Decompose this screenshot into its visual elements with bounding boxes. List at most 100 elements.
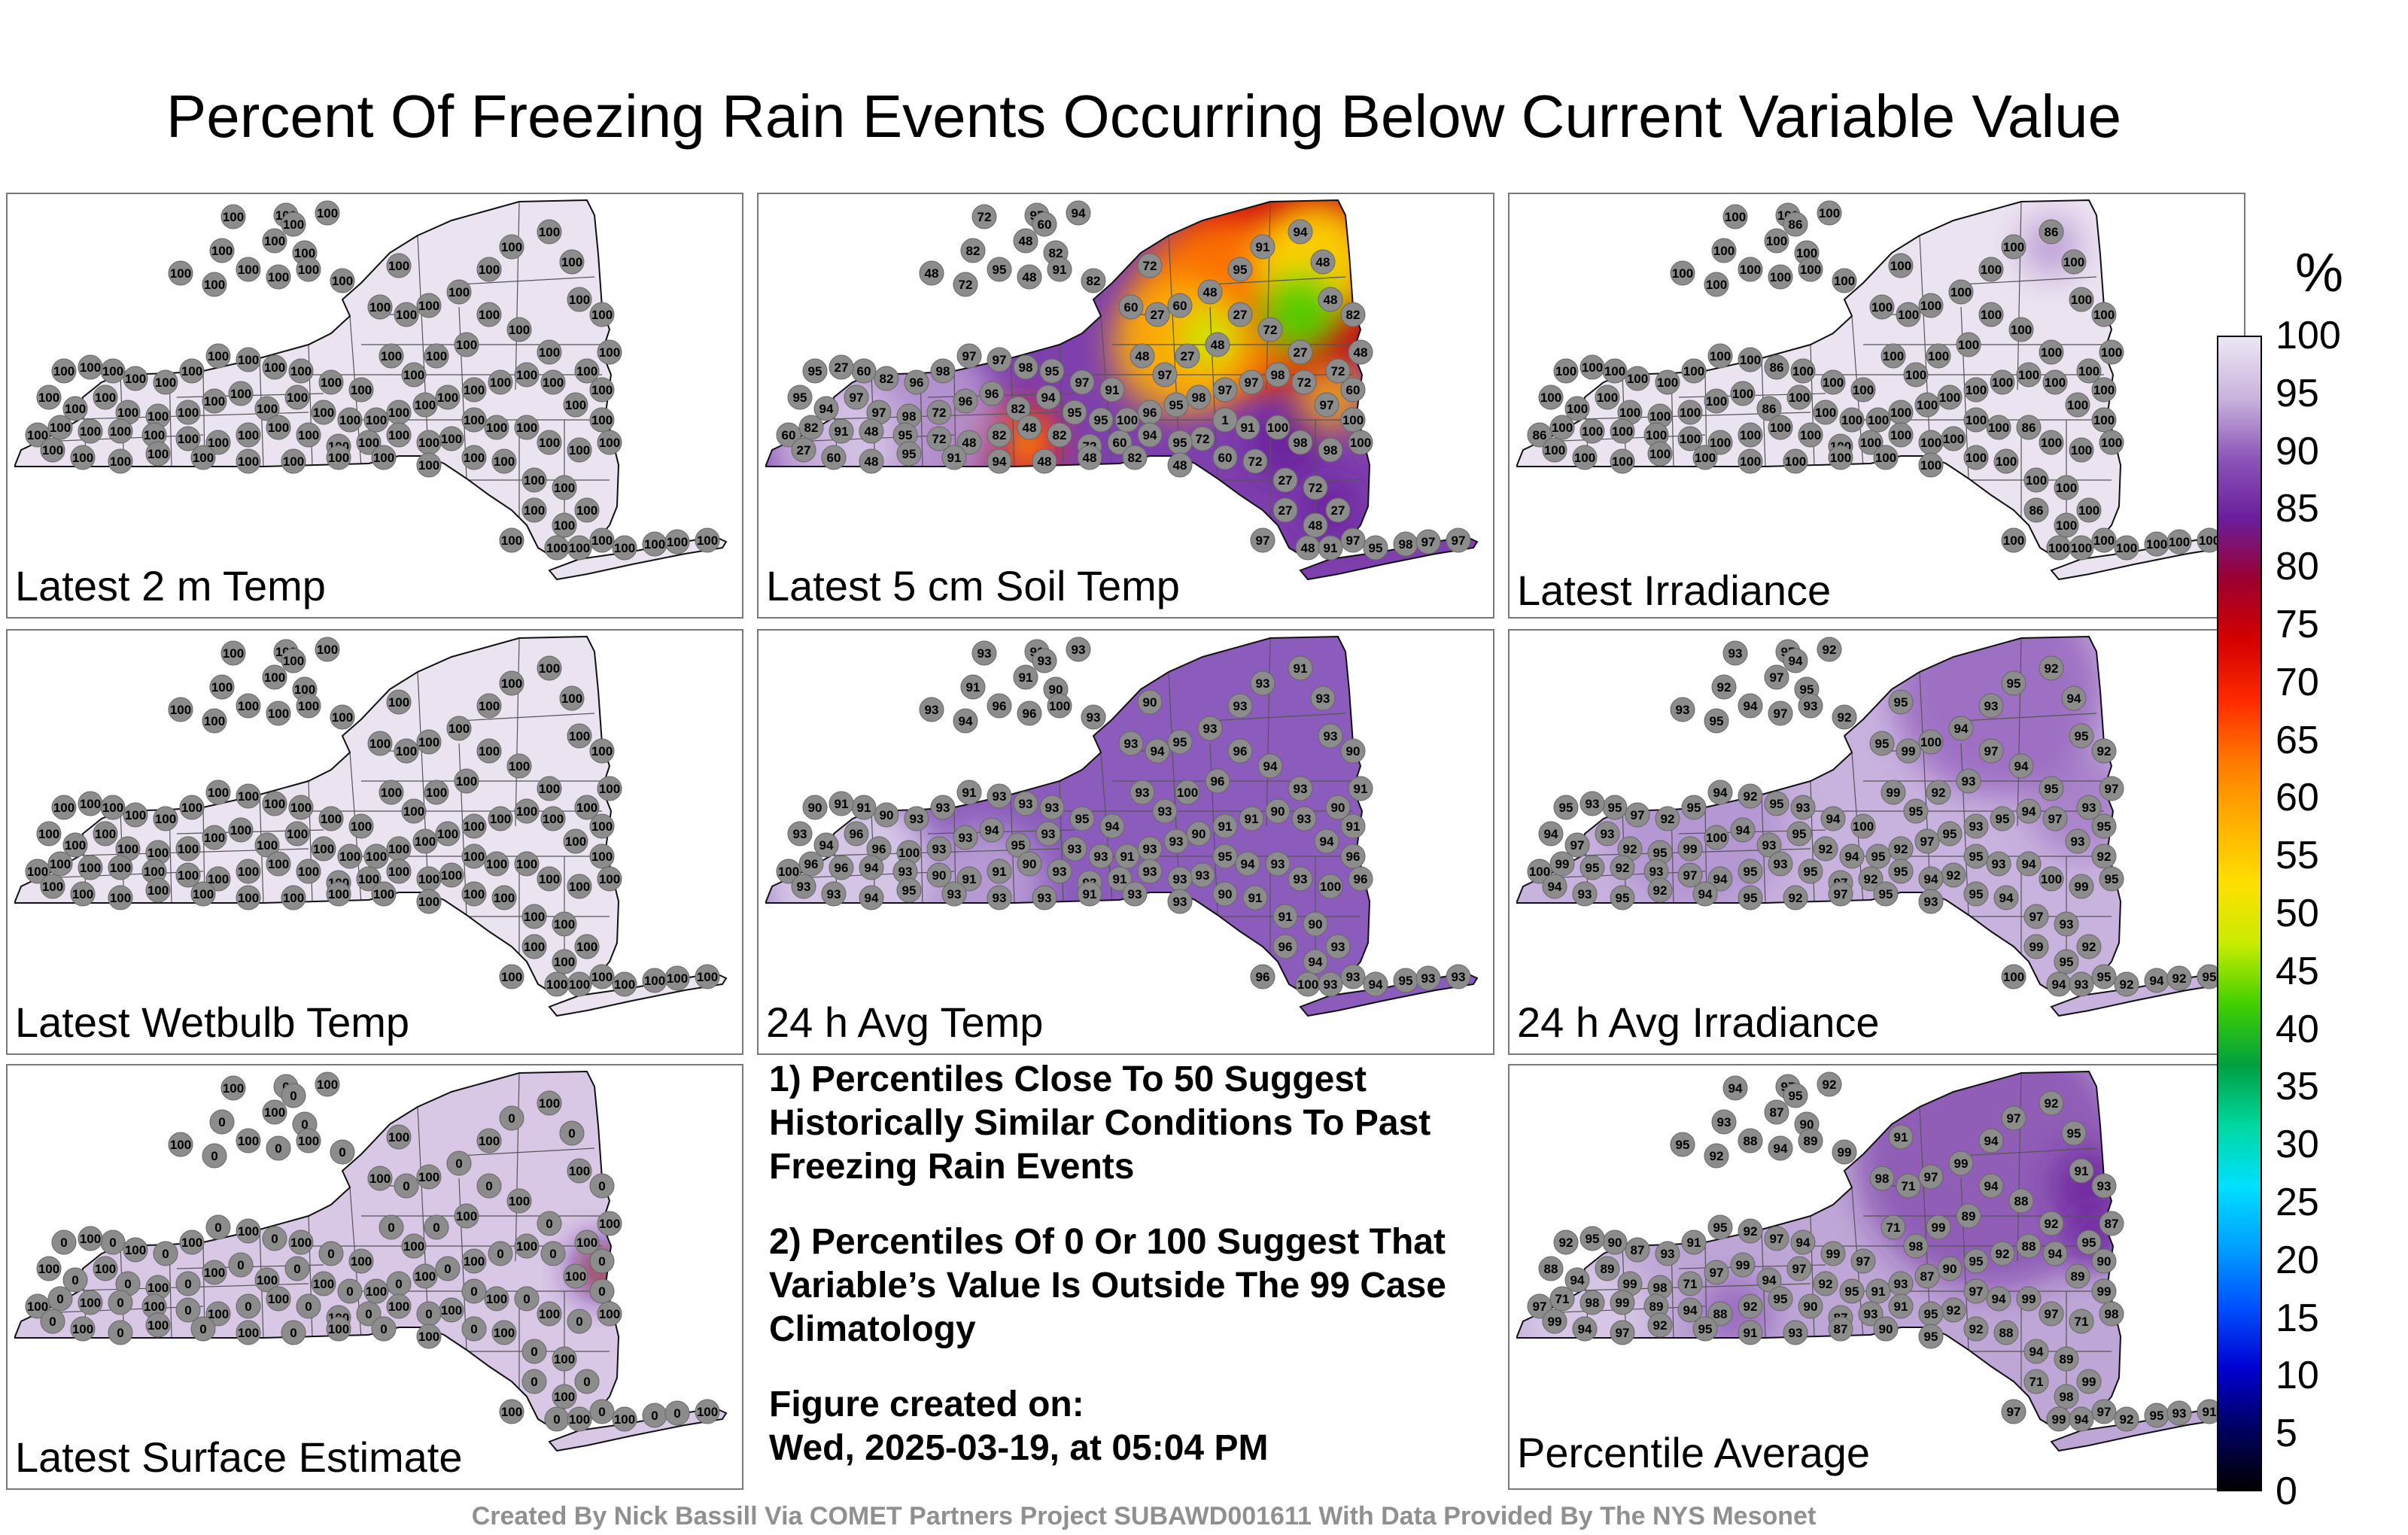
station-marker [1175,343,1200,369]
station-value: 93 [898,865,913,879]
station-marker [209,674,235,700]
station-marker [1340,843,1366,869]
station-value: 100 [396,744,417,758]
station-value: 100 [509,759,530,774]
station-marker [1896,738,1921,764]
station-marker [262,1099,287,1125]
station-marker [1926,1214,1951,1240]
station-marker [228,1252,254,1278]
station-value: 71 [1555,1292,1570,1306]
station-value: 93 [1796,801,1811,815]
station-marker [1738,347,1763,372]
station-marker [1704,825,1729,850]
station-value: 100 [464,819,485,834]
station-value: 99 [2082,1375,2096,1389]
station-value: 94 [2075,1412,2089,1427]
station-value: 100 [1649,409,1671,424]
station-marker [552,949,577,974]
station-value: 100 [144,865,165,879]
station-marker [284,1256,310,1281]
map-panel-latest-2m-temp: 100 100 100 100 100 100 100 100 100 100 100 100 100 1… [6,193,743,619]
station-marker [220,1075,246,1101]
station-value: 93 [1984,699,1999,713]
station-value: 0 [444,1262,451,1276]
station-marker [1670,260,1695,286]
station-value: 100 [456,338,477,352]
station-value: 100 [102,364,123,378]
station-marker [62,1267,88,1293]
station-marker [537,776,562,801]
station-value: 100 [381,349,402,363]
station-value: 100 [418,735,439,749]
station-value: 89 [1804,1134,1818,1148]
station-marker [1542,437,1567,463]
station-value: 93 [993,891,1007,905]
station-marker [401,798,427,824]
station-marker [2039,655,2064,681]
station-value: 100 [490,812,511,826]
station-value: 100 [369,737,391,751]
station-value: 100 [599,345,620,360]
station-marker [1903,798,1929,824]
station-value: 100 [546,541,567,555]
station-marker [2054,911,2079,937]
station-marker [330,1139,355,1165]
station-marker [175,1297,201,1323]
station-value: 94 [1294,225,1308,239]
station-marker [2069,874,2094,899]
station-marker [1918,889,1944,914]
station-marker [506,753,532,779]
colorbar-tick-label: 60 [2276,776,2319,820]
station-value: 90 [1800,1117,1814,1132]
station-value: 100 [366,413,387,427]
station-marker [1888,859,1914,884]
station-value: 98 [1294,436,1308,450]
station-value: 100 [614,977,635,992]
station-marker [1013,791,1038,816]
station-marker [326,1316,351,1342]
station-value: 92 [2082,940,2096,954]
station-marker [1348,776,1373,801]
station-value: 90 [1143,695,1157,710]
station-marker [394,738,419,764]
station-marker [236,257,261,282]
station-value: 91 [962,786,977,800]
station-value: 98 [2105,1307,2119,1321]
station-value: 27 [797,443,811,457]
station-marker [367,294,393,320]
station-marker [476,302,502,327]
station-value: 100 [2045,375,2066,390]
station-marker [356,1301,382,1327]
station-marker [1798,422,1823,448]
station-value: 96 [1211,774,1225,789]
station-marker [363,1278,389,1304]
colorbar [2217,336,2262,1491]
station-marker [521,1369,547,1394]
station-marker [108,1290,133,1315]
station-marker [262,791,287,816]
station-value: 95 [1676,1138,1690,1152]
station-value: 99 [1623,1277,1637,1291]
county-border [1960,713,2097,722]
station-value: 48 [1023,270,1037,284]
station-value: 100 [313,1277,334,1291]
station-marker [1764,664,1789,690]
station-marker [1047,693,1072,719]
station-value: 100 [238,699,259,713]
station-value: 100 [524,910,545,924]
station-value: 100 [1342,413,1364,427]
station-marker [1013,228,1038,254]
station-value: 94 [2052,977,2066,992]
station-value: 100 [110,454,131,469]
station-value: 96 [1278,940,1293,954]
station-value: 100 [298,263,319,277]
station-marker [78,354,103,380]
station-marker [1340,964,1366,989]
station-value: 0 [425,1307,432,1321]
station-marker [1069,369,1095,395]
station-value: 93 [1143,842,1157,856]
station-value: 94 [1263,759,1278,774]
station-marker [330,268,355,293]
station-value: 93 [947,887,962,901]
station-marker [348,813,374,839]
